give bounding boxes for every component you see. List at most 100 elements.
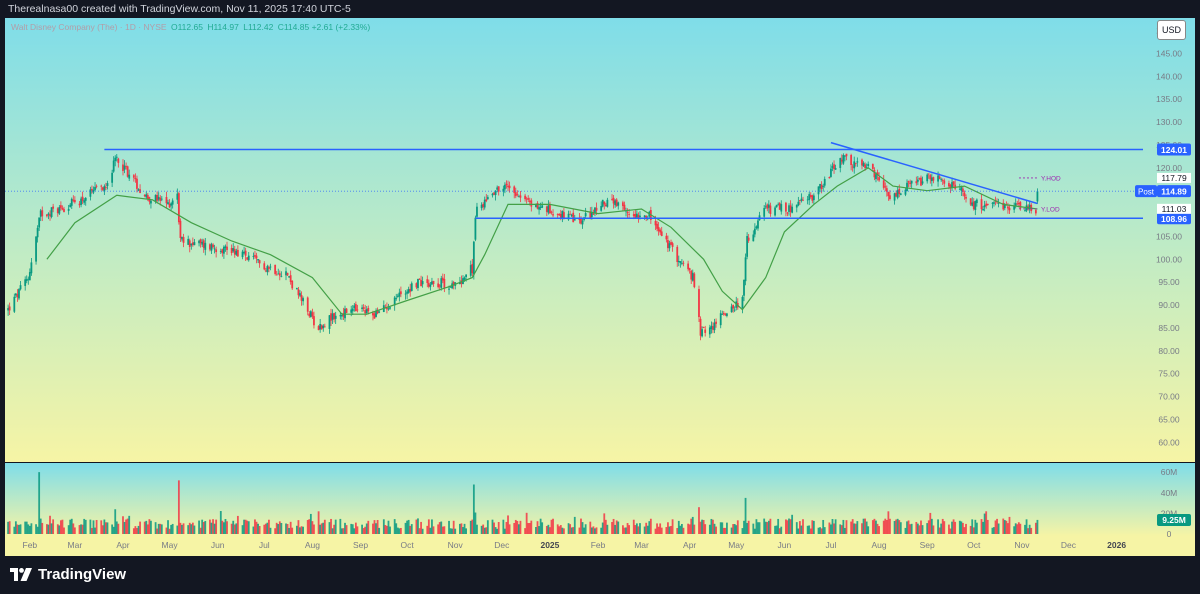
volume-bar xyxy=(895,519,898,534)
candle-body xyxy=(732,304,735,309)
volume-bar xyxy=(52,519,55,534)
volume-bar xyxy=(516,520,519,534)
volume-bar xyxy=(809,528,812,534)
candle-body xyxy=(941,179,944,181)
candle-body xyxy=(101,187,104,190)
candle-body xyxy=(958,188,961,190)
chart-frame[interactable]: 150.00145.00140.00135.00130.00125.00120.… xyxy=(5,18,1195,556)
candle-body xyxy=(427,282,430,287)
volume-bar xyxy=(476,524,478,534)
candle-body xyxy=(72,199,75,201)
candle-body xyxy=(741,296,744,308)
volume-bar xyxy=(812,520,815,534)
candle-body xyxy=(409,288,412,292)
time-tick-label: May xyxy=(728,540,745,550)
volume-bar xyxy=(122,516,124,534)
currency-button[interactable]: USD xyxy=(1157,20,1186,40)
volume-tick-label: 40M xyxy=(1161,488,1178,498)
volume-bar xyxy=(916,523,919,534)
candle-body xyxy=(853,161,856,169)
candle-body xyxy=(1007,206,1009,209)
candle-body xyxy=(449,286,452,288)
candle-body xyxy=(378,311,381,313)
candle-body xyxy=(252,255,255,257)
volume-bar xyxy=(668,526,671,534)
volume-bar xyxy=(865,521,868,534)
volume-bar xyxy=(960,521,963,534)
candle-body xyxy=(940,179,943,180)
volume-bar xyxy=(291,527,294,534)
candle-body xyxy=(517,196,520,198)
candle-body xyxy=(443,278,446,289)
candle-body xyxy=(373,313,376,319)
volume-bar xyxy=(223,522,225,534)
volume-bar xyxy=(965,523,967,534)
candle-body xyxy=(963,192,966,197)
candle-body xyxy=(191,242,194,246)
volume-bar xyxy=(625,527,627,534)
volume-bar xyxy=(1002,518,1005,534)
volume-bar xyxy=(909,524,912,534)
volume-bar xyxy=(862,518,865,534)
volume-bar xyxy=(493,522,495,534)
candle-body xyxy=(929,175,932,180)
volume-bar xyxy=(926,523,929,534)
candle-body xyxy=(1036,191,1039,202)
volume-bar xyxy=(47,524,50,534)
volume-bar xyxy=(160,524,163,534)
candle-body xyxy=(58,207,61,214)
volume-bar xyxy=(699,521,702,534)
volume-bar xyxy=(850,521,853,534)
volume-bar xyxy=(345,525,348,534)
candle-body xyxy=(491,193,494,196)
candle-body xyxy=(864,164,866,168)
volume-bar xyxy=(361,524,363,534)
volume-bar xyxy=(202,521,205,534)
volume-bar xyxy=(844,527,846,534)
tradingview-logo[interactable]: TradingView xyxy=(10,566,126,583)
volume-bar xyxy=(871,520,874,534)
candle-body xyxy=(167,202,169,205)
volume-bar xyxy=(1013,526,1016,534)
candle-body xyxy=(56,208,59,214)
volume-bar xyxy=(752,523,755,534)
chart-svg[interactable]: 150.00145.00140.00135.00130.00125.00120.… xyxy=(5,18,1195,556)
price-tick-label: 120.00 xyxy=(1156,163,1182,173)
candle-body xyxy=(920,177,922,186)
candle-body xyxy=(323,326,326,328)
candle-body xyxy=(626,212,629,214)
volume-bar xyxy=(778,528,781,534)
volume-bar xyxy=(263,524,266,534)
volume-bar xyxy=(389,526,391,534)
candle-body xyxy=(410,283,413,291)
volume-bar xyxy=(407,519,410,534)
candle-body xyxy=(429,284,432,287)
volume-bar xyxy=(907,520,910,534)
volume-bar xyxy=(584,524,587,534)
volume-bar xyxy=(851,519,854,534)
volume-bar xyxy=(656,523,658,534)
candle-body xyxy=(507,185,509,187)
volume-bar xyxy=(757,522,759,534)
volume-bar xyxy=(639,523,641,534)
volume-bar xyxy=(632,519,635,534)
open-label: O xyxy=(170,22,178,32)
candle-body xyxy=(980,199,983,210)
level-price-tag xyxy=(1157,143,1191,156)
volume-bar xyxy=(1027,528,1030,534)
volume-bar xyxy=(898,520,901,534)
candle-body xyxy=(145,194,148,198)
candle-body xyxy=(916,179,919,182)
candle-body xyxy=(840,159,843,162)
volume-bar xyxy=(193,525,196,534)
volume-bar xyxy=(524,528,526,534)
volume-bar xyxy=(550,519,553,534)
volume-bar xyxy=(13,526,16,534)
volume-bar xyxy=(887,511,890,534)
candle-body xyxy=(549,204,551,214)
candle-body xyxy=(527,198,530,200)
candle-body xyxy=(514,192,517,197)
volume-bar xyxy=(789,519,792,534)
time-tick-label: Oct xyxy=(967,540,981,550)
candle-body xyxy=(763,208,766,217)
